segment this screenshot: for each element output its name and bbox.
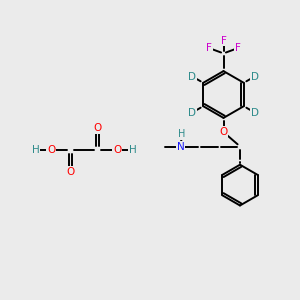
Text: H: H [129,145,136,155]
Text: F: F [206,43,212,53]
Text: O: O [113,145,121,155]
Text: D: D [251,71,259,82]
Text: O: O [219,127,228,137]
Text: H: H [32,145,39,155]
Text: O: O [93,123,102,134]
Text: O: O [47,145,55,155]
Text: D: D [188,107,196,118]
Text: H: H [178,129,186,139]
Text: N: N [177,142,184,152]
Text: O: O [66,167,75,177]
Text: D: D [251,107,259,118]
Text: F: F [235,43,241,53]
Text: D: D [188,71,196,82]
Text: F: F [220,35,226,46]
